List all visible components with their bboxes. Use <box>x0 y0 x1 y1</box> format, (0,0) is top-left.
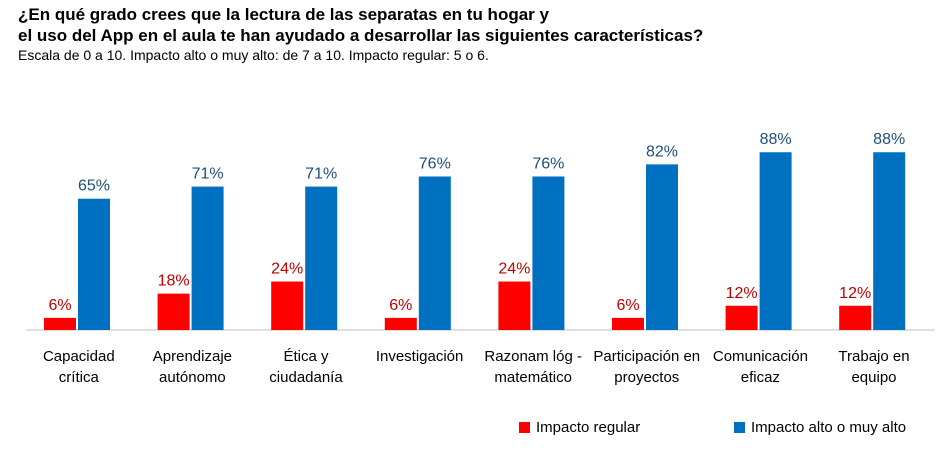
bar-regular-4 <box>498 281 531 330</box>
category-label-1-line-0: Aprendizaje <box>153 348 232 365</box>
category-label-2-line-1: ciudadanía <box>269 369 343 386</box>
data-label-regular-6: 12% <box>726 285 758 302</box>
data-label-alto-5: 82% <box>646 143 678 160</box>
legend-item-alto: Impacto alto o muy alto <box>734 417 906 437</box>
category-label-6-line-0: Comunicación <box>713 348 808 365</box>
legend-swatch-regular <box>519 421 530 433</box>
category-label-6-line-1: eficaz <box>741 369 780 386</box>
chart-title: ¿En qué grado crees que la lectura de la… <box>18 4 918 46</box>
data-label-alto-0: 65% <box>78 178 110 195</box>
bar-regular-6 <box>725 305 758 330</box>
bar-alto-7 <box>873 152 906 330</box>
data-label-alto-4: 76% <box>532 155 564 172</box>
bar-regular-3 <box>384 317 417 330</box>
category-label-1-line-1: autónomo <box>159 369 226 386</box>
category-label-5-line-0: Participación en <box>593 348 700 365</box>
data-label-alto-6: 88% <box>760 131 792 148</box>
chart-subtitle: Escala de 0 a 10. Impacto alto o muy alt… <box>18 47 489 63</box>
chart-title-line-1: ¿En qué grado crees que la lectura de la… <box>18 5 549 24</box>
data-label-regular-0: 6% <box>48 297 71 314</box>
data-label-regular-2: 24% <box>271 261 303 278</box>
bar-regular-7 <box>839 305 872 330</box>
category-label-0-line-0: Capacidad <box>43 348 115 365</box>
category-label-3-line-0: Investigación <box>376 348 464 365</box>
data-label-regular-1: 18% <box>158 273 190 290</box>
data-label-regular-7: 12% <box>839 285 871 302</box>
legend-item-regular: Impacto regular <box>519 417 640 437</box>
category-label-5-line-1: proyectos <box>614 369 679 386</box>
bar-alto-3 <box>418 176 451 330</box>
data-label-regular-3: 6% <box>389 297 412 314</box>
bar-alto-2 <box>305 186 338 330</box>
data-label-alto-3: 76% <box>419 155 451 172</box>
bar-regular-1 <box>157 293 190 330</box>
data-label-regular-4: 24% <box>498 261 530 278</box>
category-label-4-line-1: matemático <box>494 369 572 386</box>
data-label-regular-5: 6% <box>616 297 639 314</box>
bar-alto-0 <box>78 198 110 330</box>
category-label-7-line-1: equipo <box>851 369 896 386</box>
bar-regular-2 <box>271 281 304 330</box>
data-label-alto-1: 71% <box>192 166 224 183</box>
bar-alto-6 <box>759 152 792 330</box>
legend-swatch-alto <box>734 421 745 433</box>
category-label-4-line-0: Razonam lóg - <box>484 348 582 365</box>
legend-label-regular: Impacto regular <box>536 418 641 436</box>
bar-alto-1 <box>191 186 224 330</box>
data-label-alto-2: 71% <box>305 166 337 183</box>
bar-alto-4 <box>532 176 565 330</box>
category-label-0-line-1: crítica <box>59 369 100 386</box>
bar-alto-5 <box>646 164 678 330</box>
data-label-alto-7: 88% <box>873 131 905 148</box>
category-label-2-line-0: Ética y <box>283 348 329 365</box>
legend-label-alto: Impacto alto o muy alto <box>751 418 907 436</box>
category-label-7-line-0: Trabajo en <box>838 348 909 365</box>
bar-regular-0 <box>44 317 76 330</box>
bar-regular-5 <box>612 317 644 330</box>
chart-title-line-2: el uso del App en el aula te han ayudado… <box>18 26 704 45</box>
